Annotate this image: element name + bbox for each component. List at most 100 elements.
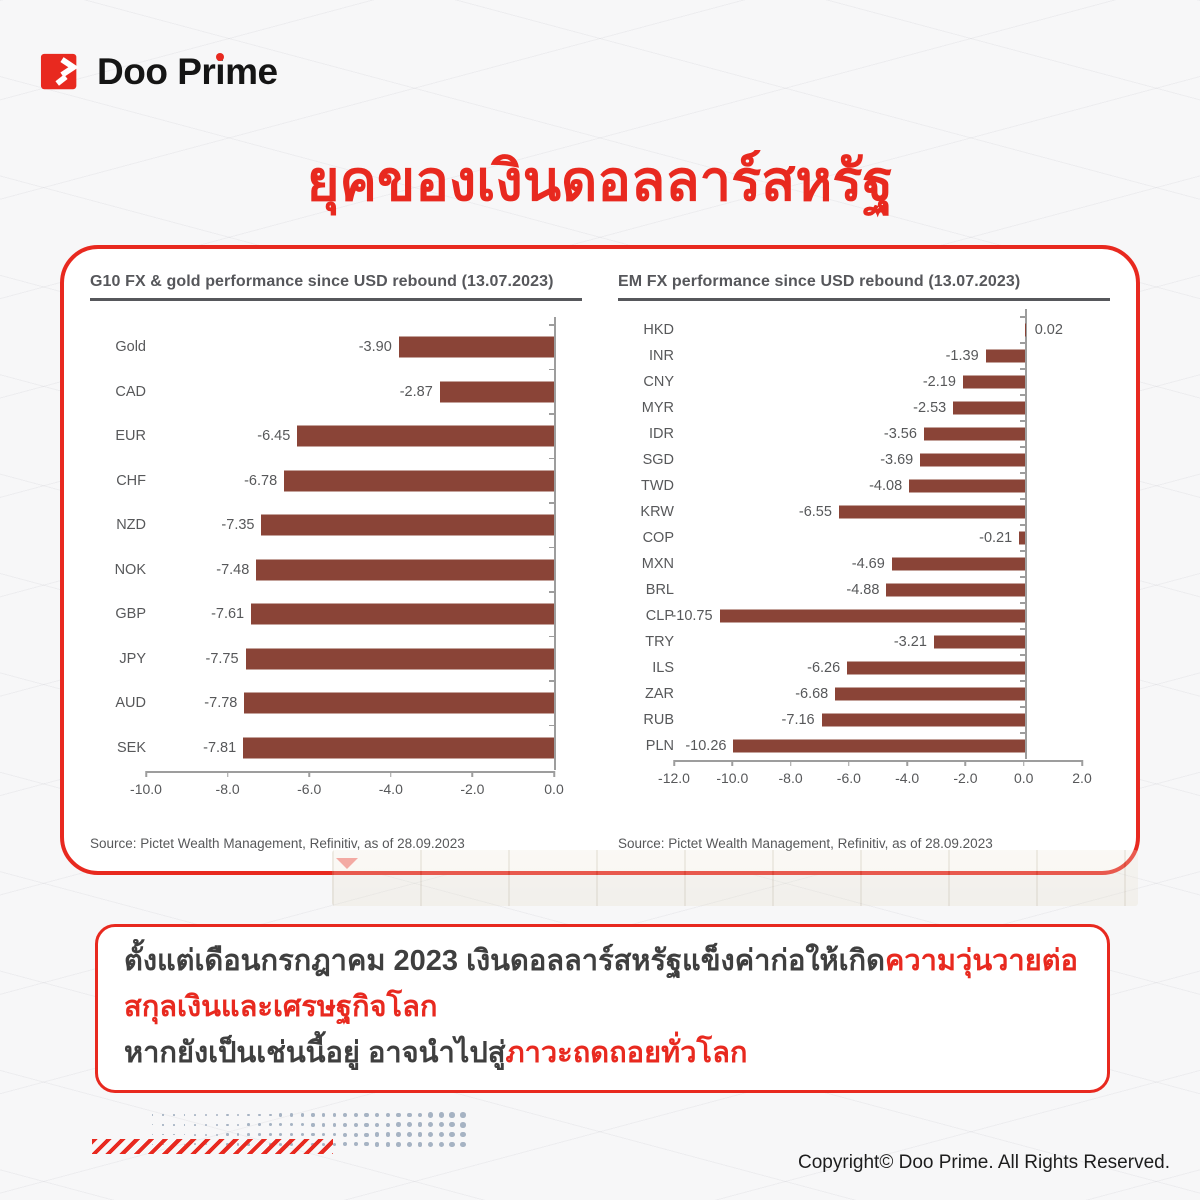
zero-axis-tick xyxy=(1020,654,1026,656)
category-label: CHF xyxy=(116,472,146,489)
dot xyxy=(321,1113,326,1117)
zero-axis-tick xyxy=(1020,446,1026,448)
chart-row: CNY -2.19 xyxy=(618,368,1110,395)
value-label: -1.39 xyxy=(945,348,979,364)
value-label: -4.69 xyxy=(851,556,885,572)
zero-axis-tick xyxy=(1020,394,1026,396)
data-bar xyxy=(284,470,554,492)
summary-segment: ความวุ่นวายต่อ xyxy=(884,945,1078,977)
brand-name-post: me xyxy=(225,51,278,92)
zero-axis-tick xyxy=(1020,316,1026,318)
zero-axis-line xyxy=(1025,499,1027,525)
data-bar xyxy=(244,692,554,714)
dot xyxy=(364,1112,369,1118)
dot xyxy=(396,1132,401,1137)
dot xyxy=(268,1133,272,1137)
dot xyxy=(353,1112,358,1118)
chart-row: MYR -2.53 xyxy=(618,394,1110,421)
category-label: PLN xyxy=(645,738,674,754)
dot xyxy=(258,1123,261,1127)
dot xyxy=(385,1132,391,1137)
zero-axis-tick xyxy=(1020,472,1026,474)
dot xyxy=(183,1114,186,1116)
dot xyxy=(396,1122,401,1128)
summary-segment: หากยังเป็นเช่นนี้อยู่ อาจนำไปสู่ xyxy=(124,1036,506,1069)
data-bar xyxy=(920,453,1026,467)
dot xyxy=(204,1113,207,1116)
copyright-text: Copyright© Doo Prime. All Rights Reserve… xyxy=(798,1152,1170,1173)
summary-line: ตั้งแต่เดือนกรกฎาคม 2023 เงินดอลลาร์สหรั… xyxy=(124,939,1081,985)
dot xyxy=(215,1133,218,1136)
dot xyxy=(438,1131,444,1138)
dot xyxy=(194,1114,197,1116)
dot xyxy=(247,1133,251,1136)
bar-track: 0.02 xyxy=(684,309,1082,343)
zero-axis-tick xyxy=(1020,576,1026,578)
xaxis-tick-label: -8.0 xyxy=(215,781,240,797)
value-label: -4.08 xyxy=(869,478,903,494)
xaxis-tick-label: -4.0 xyxy=(378,781,403,797)
g10-chart-plot: Gold -3.90 CAD -2.87 EUR -6.45 CHF -6.78 NZD -7.3… xyxy=(90,317,582,770)
dot xyxy=(300,1113,304,1117)
dot xyxy=(226,1113,229,1117)
zero-axis-line xyxy=(554,725,556,770)
dot xyxy=(396,1112,401,1118)
summary-segment: ภาวะถดถอยทั่วโลก xyxy=(505,1036,748,1069)
bar-track: -4.69 xyxy=(684,550,1082,577)
dot xyxy=(162,1124,164,1126)
xaxis-tick xyxy=(848,760,850,766)
bar-track: -6.68 xyxy=(684,680,1082,707)
dot xyxy=(162,1114,164,1116)
category-label: ZAR xyxy=(645,686,674,702)
xaxis-track: -10.0 -8.0 -6.0 -4.0 -2.0 0.0 xyxy=(130,771,564,801)
xaxis-track: -12.0 -10.0 -8.0 -6.0 -4.0 -2.0 0.0 2.0 xyxy=(658,760,1092,790)
bar-track: -7.78 xyxy=(156,680,556,726)
zero-axis-tick xyxy=(1020,680,1026,682)
value-label: -2.87 xyxy=(399,383,433,400)
dot xyxy=(226,1133,229,1136)
zero-axis-line xyxy=(554,414,556,459)
category-label: ILS xyxy=(652,660,674,676)
g10-chart-title: G10 FX & gold performance since USD rebo… xyxy=(90,273,582,301)
data-bar xyxy=(962,375,1026,389)
chart-row: NZD -7.35 xyxy=(90,502,582,548)
value-label: -10.75 xyxy=(671,608,713,624)
dot xyxy=(247,1113,251,1117)
summary-text-box: ตั้งแต่เดือนกรกฎาคม 2023 เงินดอลลาร์สหรั… xyxy=(95,924,1110,1094)
dot xyxy=(375,1132,380,1137)
zero-axis-line xyxy=(1025,421,1027,447)
category-label: NOK xyxy=(114,561,146,578)
zero-axis-line xyxy=(1025,733,1027,759)
dot xyxy=(194,1123,197,1126)
dot xyxy=(438,1112,444,1118)
value-label: -7.61 xyxy=(211,606,245,623)
zero-axis-line xyxy=(1025,525,1027,551)
zero-axis-line xyxy=(1025,369,1027,395)
dot xyxy=(449,1112,455,1118)
dot xyxy=(428,1132,434,1138)
dot xyxy=(460,1131,466,1138)
dot xyxy=(236,1113,240,1117)
dot xyxy=(194,1133,197,1136)
dot xyxy=(268,1113,272,1117)
dot xyxy=(406,1132,412,1137)
dot xyxy=(385,1112,391,1118)
dot xyxy=(353,1132,358,1137)
data-bar xyxy=(909,479,1026,493)
xaxis-tick-label: -10.0 xyxy=(716,770,749,786)
em-chart-xaxis: -12.0 -10.0 -8.0 -6.0 -4.0 -2.0 0.0 2.0 xyxy=(618,760,1110,790)
chart-row: RUB -7.16 xyxy=(618,706,1110,733)
dot xyxy=(438,1141,444,1147)
xaxis-tick xyxy=(906,760,908,766)
category-label: Gold xyxy=(115,339,146,356)
zero-axis-line xyxy=(1025,447,1027,473)
dot xyxy=(279,1113,283,1117)
value-label: -2.19 xyxy=(922,374,956,390)
chart-row: IDR -3.56 xyxy=(618,420,1110,447)
zero-axis-line xyxy=(554,681,556,726)
xaxis-tick-label: -2.0 xyxy=(460,781,485,797)
data-bar xyxy=(243,737,554,759)
brand-name-pre: Doo Pr xyxy=(97,51,216,92)
dot xyxy=(332,1142,337,1147)
zero-axis-tick xyxy=(1020,732,1026,734)
